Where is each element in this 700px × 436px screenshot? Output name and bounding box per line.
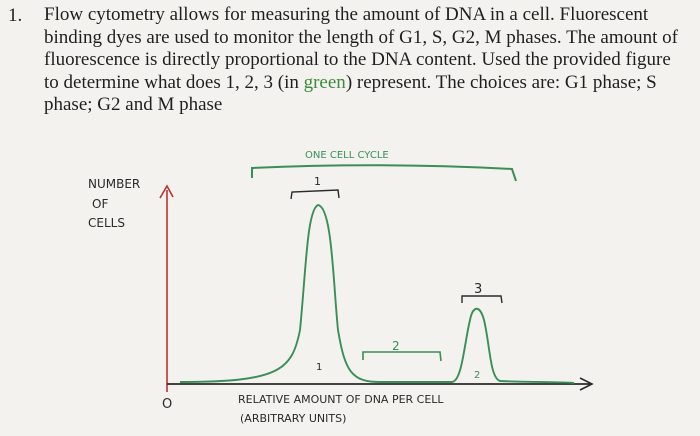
cell-cycle-label: ONE CELL CYCLE: [305, 150, 389, 161]
peak-3-bracket: [461, 295, 503, 304]
cell-cycle-bracket: [251, 164, 517, 182]
peak-1-bracket: [290, 189, 340, 200]
question-text: Flow cytometry allows for measuring the …: [44, 4, 684, 117]
question-text-part1: Flow cytometry allows for measuring the …: [44, 4, 678, 93]
y-axis-arrow: [159, 184, 174, 199]
origin-label: O: [162, 397, 172, 412]
x-axis-arrow: [579, 377, 594, 391]
y-axis-label-line2: OF: [92, 197, 108, 211]
s-phase-bracket: [362, 351, 442, 362]
label-1-top: 1: [314, 175, 321, 188]
y-axis-label-line1: NUMBER: [88, 177, 140, 191]
label-1-bottom: 1: [316, 362, 322, 373]
x-axis-label-line1: RELATIVE AMOUNT OF DNA PER CELL: [238, 393, 444, 406]
dna-histogram-curve: [179, 204, 575, 384]
y-axis-label-line3: CELLS: [88, 216, 125, 230]
label-2-small: 2: [474, 370, 480, 381]
x-axis-label-line2: (ARBITRARY UNITS): [240, 412, 346, 425]
question-green-word: green: [303, 71, 346, 93]
question-text-part2: ) represent. The choices are: G1 phase; …: [44, 71, 657, 116]
label-3: 3: [474, 282, 482, 297]
question-block: 1. Flow cytometry allows for measuring t…: [8, 4, 688, 117]
label-2: 2: [392, 339, 400, 353]
question-number: 1.: [8, 5, 23, 26]
